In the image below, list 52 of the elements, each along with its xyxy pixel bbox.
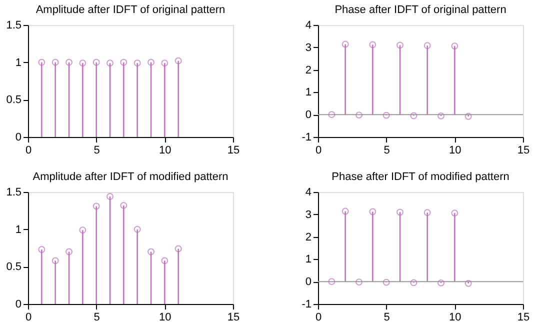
x-tick-label: 15 xyxy=(227,144,240,156)
y-tick-label: 1.5 xyxy=(6,20,22,32)
y-tick-label: 4 xyxy=(305,20,312,32)
y-tick-label: 0 xyxy=(15,132,22,144)
point xyxy=(410,279,418,286)
point xyxy=(464,280,472,287)
chart-title: Phase after IDFT of modified pattern xyxy=(332,171,510,183)
point xyxy=(410,112,418,120)
x-tick-label: 0 xyxy=(25,312,32,322)
x-tick-label: 5 xyxy=(384,312,390,322)
y-tick-label: 1 xyxy=(305,254,312,266)
y-tick-label: -1 xyxy=(302,298,312,310)
chart-title: Phase after IDFT of original pattern xyxy=(334,4,506,16)
point xyxy=(464,112,472,120)
y-tick-label: 2 xyxy=(305,64,312,76)
y-tick-label: 0 xyxy=(15,298,22,310)
point xyxy=(382,112,390,119)
y-tick-label: 3 xyxy=(305,208,312,221)
x-tick-label: 10 xyxy=(449,312,462,322)
y-tick-label: 0.5 xyxy=(6,94,22,106)
x-tick-label: 15 xyxy=(517,312,530,322)
x-tick-label: 10 xyxy=(159,312,172,322)
y-tick-label: 4 xyxy=(305,186,312,198)
y-tick-label: -1 xyxy=(302,132,312,144)
point xyxy=(382,278,390,286)
x-tick-label: 0 xyxy=(315,144,322,156)
chart-title: Amplitude after IDFT of modified pattern xyxy=(32,171,228,183)
y-tick-label: 0 xyxy=(305,109,312,122)
y-tick-label: 3 xyxy=(305,42,312,54)
x-tick-label: 0 xyxy=(315,312,322,322)
point xyxy=(438,279,444,286)
x-tick-label: 5 xyxy=(94,144,100,156)
y-tick-label: 2 xyxy=(305,231,312,244)
x-tick-label: 5 xyxy=(94,312,100,322)
y-tick-label: 1.5 xyxy=(6,186,22,198)
y-tick-label: 1 xyxy=(305,86,312,99)
point xyxy=(356,112,362,118)
y-tick-label: 0.5 xyxy=(6,261,22,274)
y-tick-label: 0 xyxy=(305,276,312,288)
x-tick-label: 10 xyxy=(159,144,172,156)
point xyxy=(438,112,444,120)
point xyxy=(328,278,336,286)
x-tick-label: 15 xyxy=(517,144,530,156)
x-tick-label: 10 xyxy=(449,144,462,156)
point xyxy=(356,278,362,286)
x-tick-label: 5 xyxy=(384,144,390,156)
chart-title: Amplitude after IDFT of original pattern xyxy=(36,4,226,16)
y-tick-label: 1 xyxy=(15,56,22,69)
x-tick-label: 15 xyxy=(227,312,240,322)
y-tick-label: 1 xyxy=(15,224,22,236)
x-tick-label: 0 xyxy=(25,144,32,156)
point xyxy=(328,111,336,118)
